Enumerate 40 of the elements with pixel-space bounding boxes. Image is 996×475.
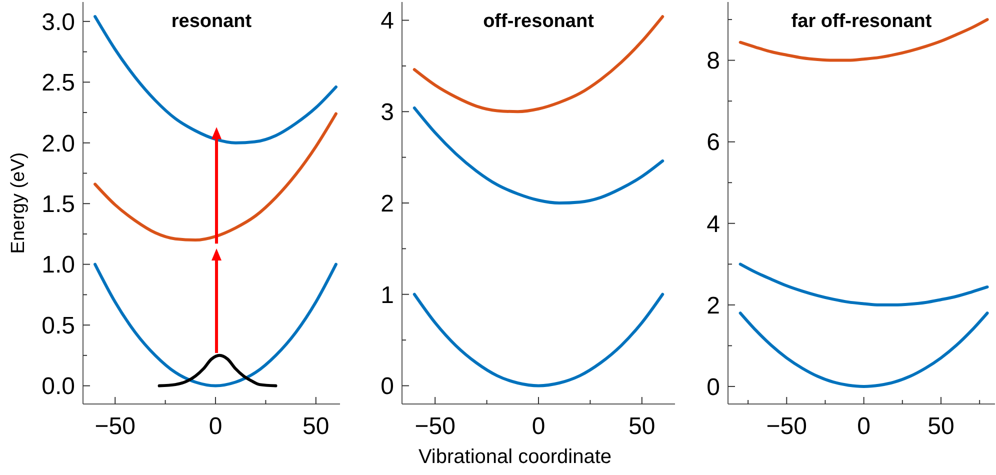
line-series: [738, 312, 989, 388]
y-tick-label: 2.5: [42, 70, 75, 97]
line-series: [158, 354, 278, 388]
line-series: [738, 262, 989, 306]
x-tick-label: 50: [928, 413, 954, 440]
text: off-resonant: [482, 11, 595, 33]
y-tick-label: 1.5: [42, 191, 75, 218]
x-axis-title: Vibrational coordinate: [417, 446, 613, 469]
y-tick-label: 1: [380, 282, 394, 309]
y-tick-label: 0.5: [42, 312, 75, 340]
y-tick-label: 3: [380, 99, 394, 126]
line-series: [412, 292, 664, 388]
text: resonant: [170, 11, 253, 33]
y-tick-label: 6: [706, 129, 720, 156]
x-tick-label: −50: [414, 413, 456, 440]
text: far off-resonant: [790, 11, 933, 33]
y-tick-label: 4: [380, 8, 394, 35]
x-tick-label: 0: [857, 413, 870, 440]
y-tick-label: 8: [706, 48, 720, 75]
x-tick-label: 50: [302, 413, 330, 440]
y-tick-label: 2: [380, 190, 394, 218]
x-tick-label: −50: [766, 413, 808, 440]
x-tick-label: −50: [94, 413, 136, 440]
x-tick-label: 0: [208, 413, 222, 440]
y-tick-label: 3.0: [42, 8, 75, 36]
line-series: [94, 262, 338, 388]
y-tick-label: 2.0: [42, 130, 75, 158]
y-tick-label: 2: [706, 292, 720, 320]
line-series: [94, 15, 338, 144]
y-tick-label: 0: [706, 374, 720, 401]
y-axis-title: Energy (eV): [8, 151, 30, 256]
y-tick-label: 0: [380, 373, 394, 400]
y-tick-label: 1.0: [42, 252, 75, 279]
line-series: [412, 106, 664, 204]
y-tick-label: 0.0: [42, 373, 75, 400]
x-tick-label: 50: [628, 413, 656, 440]
y-tick-label: 4: [706, 210, 720, 238]
x-tick-label: 0: [532, 413, 546, 440]
line-series: [94, 112, 338, 242]
line-series: [412, 15, 664, 114]
